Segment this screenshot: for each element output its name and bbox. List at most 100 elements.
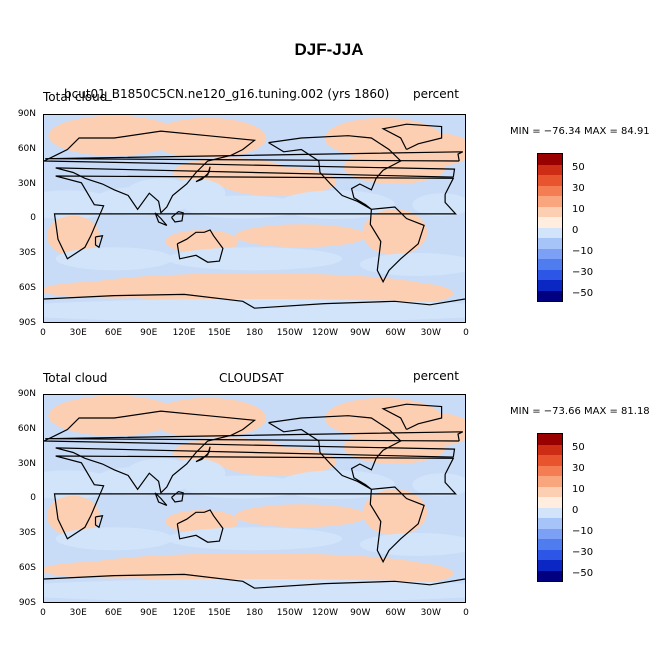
- colorbar-swatch: [538, 206, 562, 217]
- coastline: [94, 515, 104, 529]
- y-tick-label: 30N: [17, 458, 36, 469]
- contour-fill: [166, 527, 343, 551]
- colorbar-label: 50: [572, 162, 585, 173]
- coastline: [53, 175, 457, 260]
- colorbar-swatch: [538, 455, 562, 466]
- coastline: [195, 166, 211, 183]
- x-tick-label: 0: [463, 608, 469, 618]
- x-tick-label: 0: [463, 328, 469, 338]
- coastline: [53, 455, 457, 540]
- y-tick-label: 60N: [17, 423, 36, 434]
- contour-fill: [46, 215, 100, 256]
- y-tick-label: 90S: [18, 597, 36, 608]
- x-tick-label: 90E: [140, 328, 158, 338]
- coastline: [44, 410, 456, 495]
- contour-fill: [277, 190, 395, 220]
- contour-fill: [46, 495, 100, 536]
- coastline: [195, 446, 211, 463]
- page-title: DJF-JJA: [294, 40, 364, 59]
- contour-fill: [55, 247, 173, 271]
- contour-fill: [336, 561, 454, 585]
- x-tick-label: 0: [40, 608, 46, 618]
- y-tick-label: 90N: [17, 389, 36, 399]
- coastline: [44, 573, 465, 589]
- colorbar-swatch: [538, 507, 562, 518]
- contour-fill: [219, 167, 337, 197]
- coastline: [176, 229, 224, 263]
- contour-fill: [44, 299, 465, 322]
- coastline: [268, 415, 402, 490]
- x-tick-label: 180: [245, 328, 264, 338]
- field-map: [44, 395, 465, 602]
- contour-fill: [219, 447, 337, 477]
- coastline: [94, 235, 104, 249]
- colorbar-label: 10: [572, 204, 585, 215]
- x-tick-label: 0: [40, 328, 46, 338]
- coastline: [171, 490, 184, 503]
- contour-fill: [48, 395, 180, 436]
- colorbar-swatch: [538, 185, 562, 196]
- panel-left-label: Total cloud: [43, 371, 108, 385]
- y-tick-label: 90N: [17, 109, 36, 119]
- colorbar-swatch: [538, 227, 562, 238]
- contour-fill: [362, 489, 427, 536]
- colorbar-swatch: [538, 217, 562, 228]
- contour-fill: [44, 579, 465, 602]
- colorbar-swatch: [538, 465, 562, 476]
- panel-units-label: percent: [413, 369, 459, 383]
- colorbar-swatch: [538, 248, 562, 259]
- coastline: [369, 206, 425, 284]
- colorbar-label: −10: [572, 246, 594, 257]
- coastline: [268, 135, 402, 210]
- x-tick-label: 30E: [69, 608, 87, 618]
- x-tick-label: 150W: [276, 608, 303, 618]
- y-tick-label: 30S: [18, 528, 36, 539]
- coastline: [154, 212, 168, 226]
- colorbar-label: 50: [572, 442, 585, 453]
- y-tick-label: 0: [30, 493, 36, 504]
- colorbar-label: 0: [572, 225, 579, 236]
- panel-units-label: percent: [413, 87, 459, 101]
- x-tick-label: 90E: [140, 608, 158, 618]
- y-tick-label: 60N: [17, 143, 36, 154]
- colorbar-label: 30: [572, 183, 585, 194]
- colorbar-label: 30: [572, 463, 585, 474]
- colorbar-swatch: [538, 175, 562, 186]
- coastline: [45, 431, 463, 442]
- x-tick-label: 30W: [420, 328, 441, 338]
- x-tick-label: 120E: [172, 608, 196, 618]
- contour-fill: [235, 504, 368, 528]
- colorbar-swatch: [538, 518, 562, 529]
- x-tick-label: 120E: [172, 328, 196, 338]
- x-tick-label: 150E: [207, 328, 231, 338]
- map-plot: [43, 394, 466, 603]
- colorbar-swatch: [538, 164, 562, 175]
- contour-fill: [149, 397, 267, 439]
- coastline: [171, 210, 184, 223]
- colorbar-swatch: [538, 486, 562, 497]
- coastline: [45, 151, 463, 162]
- y-tick-label: 0: [30, 213, 36, 224]
- colorbar-label: −30: [572, 267, 594, 278]
- contour-fill: [362, 209, 427, 256]
- x-tick-label: 120W: [311, 608, 339, 618]
- colorbar-swatch: [538, 196, 562, 207]
- coastline: [44, 293, 465, 309]
- contour-fill: [359, 253, 465, 276]
- colorbar-label: 0: [572, 505, 579, 516]
- panel-center-label: bcut01_B1850C5CN.ne120_g16.tuning.002 (y…: [64, 87, 390, 101]
- colorbar-swatch: [538, 528, 562, 539]
- min-max-label: MIN = −76.34 MAX = 84.91: [510, 126, 650, 137]
- contour-fill: [235, 224, 368, 248]
- contour-fill: [165, 510, 239, 533]
- colorbar-label: −10: [572, 526, 594, 537]
- colorbar-swatch: [538, 570, 562, 581]
- panel-left-label: Total cloud: [43, 90, 108, 104]
- colorbar-label: 10: [572, 484, 585, 495]
- x-tick-label: 60E: [104, 608, 123, 618]
- colorbar-label: −30: [572, 547, 594, 558]
- y-tick-label: 90S: [18, 317, 36, 328]
- colorbar-swatch: [538, 476, 562, 487]
- contour-fill: [55, 527, 173, 551]
- contour-fill: [44, 281, 188, 299]
